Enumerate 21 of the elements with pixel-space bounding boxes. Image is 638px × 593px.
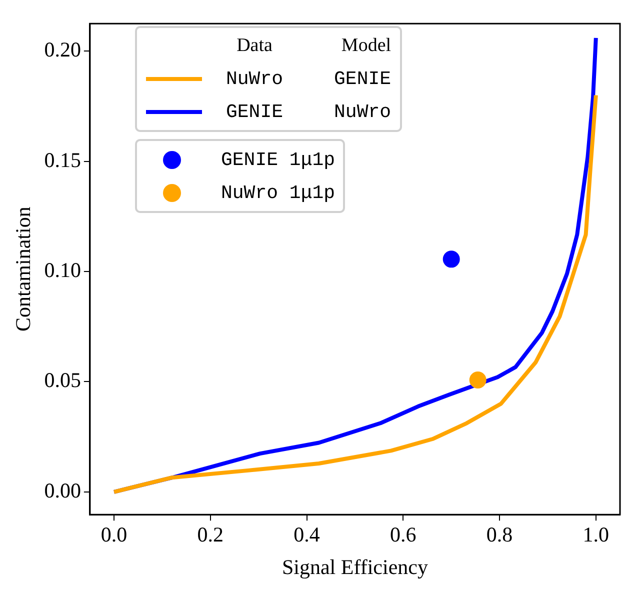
x-axis-title: Signal Efficiency <box>282 554 428 579</box>
y-tick-label: 0.10 <box>44 258 81 282</box>
x-tick-label: 0.8 <box>486 522 513 547</box>
y-tick-label: 0.00 <box>44 478 81 502</box>
x-tick-label: 1.0 <box>582 522 610 547</box>
y-tick-label: 0.20 <box>44 38 81 62</box>
y-tick-label: 0.15 <box>44 148 81 172</box>
legend-label: NuWro 1μ1p <box>221 182 336 204</box>
legend-title: Data <box>236 34 274 58</box>
x-tick-label: 0.6 <box>390 522 416 547</box>
x-tick-label: 0.2 <box>197 522 224 547</box>
annotation: Model <box>340 34 392 58</box>
legend-label: NuWro <box>225 66 284 92</box>
y-tick-label: 0.05 <box>44 368 81 392</box>
annotation: NuWro <box>333 100 392 124</box>
legend-label: GENIE 1μ1p <box>221 148 336 170</box>
x-tick-label: 0.0 <box>100 522 128 547</box>
x-tick-label: 0.4 <box>294 522 320 547</box>
legend-label: GENIE <box>225 100 284 124</box>
y-axis-title: Contamination <box>11 206 36 332</box>
annotation: GENIE <box>333 66 392 92</box>
